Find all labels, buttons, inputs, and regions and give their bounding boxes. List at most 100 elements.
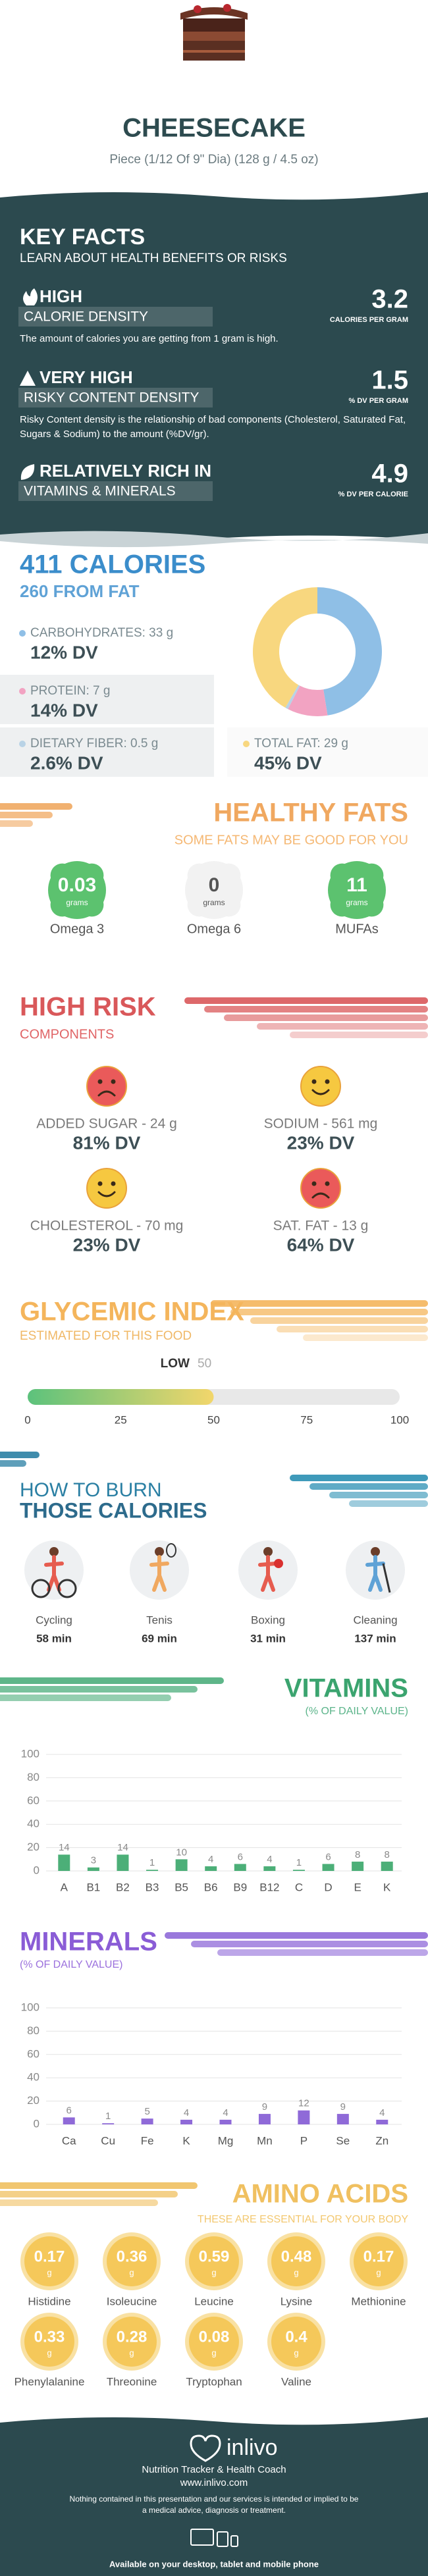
bar	[180, 2119, 193, 2124]
figure-body	[365, 1555, 385, 1592]
fat-name: Omega 6	[187, 922, 241, 936]
section-title: HEALTHY FATS	[213, 799, 408, 828]
x-tick-label: 50	[207, 1413, 220, 1426]
decor-stripe	[0, 2191, 178, 2197]
nutrient-dv: 45% DV	[254, 752, 322, 773]
cake-icon	[180, 0, 248, 64]
activity-name: Boxing	[251, 1614, 285, 1626]
face-mouth	[97, 1191, 116, 1197]
fact-level: RELATIVELY RICH IN	[40, 461, 211, 481]
amino-value: 0.17	[34, 2247, 65, 2265]
donut-slice	[285, 685, 300, 710]
fact-label: CALORIE DENSITY	[24, 309, 148, 325]
activity-time: 58 min	[36, 1632, 72, 1644]
bar	[219, 2119, 232, 2124]
fact-value: 4.9	[371, 460, 408, 488]
x-tick-label: K	[383, 1881, 391, 1893]
nutrient-dv: 14% DV	[30, 700, 98, 720]
x-tick-label: K	[182, 2134, 190, 2147]
bar	[234, 1864, 246, 1871]
leaf-icon	[20, 464, 35, 480]
fat-circle	[328, 861, 386, 919]
decor-stripe	[224, 1014, 428, 1021]
amino-value: 0.4	[285, 2328, 308, 2346]
fact-unit: CALORIES PER GRAM	[330, 316, 408, 324]
bar	[292, 1870, 305, 1871]
activity-time: 69 min	[142, 1632, 177, 1644]
section-title: KEY FACTS	[20, 224, 145, 250]
face-eye	[111, 1079, 116, 1084]
brand: inlivo	[227, 2435, 277, 2460]
decor-stripe	[309, 1483, 428, 1490]
fact-label-band	[18, 307, 213, 327]
fact-value: 3.2	[371, 285, 408, 314]
fat-unit: grams	[203, 898, 225, 907]
bar-value-label: 3	[91, 1855, 96, 1866]
nutrient-label: TOTAL FAT: 29 g	[254, 737, 348, 750]
calories-title: 411 CALORIES	[20, 550, 205, 579]
face-eye	[325, 1181, 330, 1186]
amino-circle	[107, 2317, 157, 2367]
decor-stripe	[0, 1686, 198, 1693]
fact-description: The amount of calories you are getting f…	[20, 333, 279, 344]
amino-value: 0.33	[34, 2328, 65, 2346]
risk-dv: 64% DV	[287, 1234, 355, 1255]
decor-stripe	[303, 1334, 428, 1341]
title: CHEESECAKE	[122, 114, 306, 143]
bar	[376, 2119, 388, 2124]
calories-subtitle: 260 FROM FAT	[20, 581, 140, 601]
figure-head	[371, 1547, 380, 1556]
fat-name: Omega 3	[50, 922, 104, 936]
glove	[274, 1559, 283, 1568]
decor-stripe	[0, 820, 33, 827]
amino-value: 0.59	[199, 2247, 230, 2265]
amino-circle	[189, 2317, 239, 2367]
amino-circle	[24, 2317, 74, 2367]
legend-dot	[19, 741, 26, 747]
wheel	[31, 1579, 51, 1598]
x-tick-label: 0	[24, 1413, 30, 1426]
fat-unit: grams	[346, 898, 367, 907]
bar	[205, 1866, 217, 1871]
fat-value: 11	[346, 874, 367, 896]
face-eye	[97, 1079, 103, 1084]
y-tick-label: 40	[27, 2071, 40, 2084]
decor-stripe	[0, 1677, 224, 1684]
amino-value: 0.48	[281, 2247, 312, 2265]
face-eye	[311, 1079, 317, 1084]
decor-stripe	[191, 1941, 428, 1947]
amino-name: Isoleucine	[107, 2295, 157, 2307]
bar-value-label: 12	[298, 2098, 309, 2109]
amino-unit: g	[376, 2267, 381, 2277]
decor-stripe	[184, 997, 428, 1004]
face	[300, 1066, 341, 1107]
nutrient-dv: 2.6% DV	[30, 752, 103, 773]
device-phone	[230, 2535, 238, 2547]
x-tick-label: B1	[86, 1881, 100, 1893]
risk-label: SAT. FAT - 13 g	[273, 1219, 369, 1234]
amino-circle	[107, 2236, 157, 2286]
decor-stripe	[349, 1500, 428, 1507]
wheel	[57, 1579, 77, 1598]
y-tick-label: 60	[27, 1794, 40, 1806]
x-tick-label: B12	[259, 1881, 279, 1893]
x-tick-label: 100	[390, 1413, 409, 1426]
row-band	[227, 727, 428, 777]
nutrient-dv: 12% DV	[30, 642, 98, 662]
section-subtitle: COMPONENTS	[20, 1027, 114, 1041]
donut-slice	[252, 587, 317, 708]
x-tick-label: A	[61, 1881, 68, 1893]
risk-dv: 23% DV	[287, 1132, 355, 1153]
bar	[87, 1867, 99, 1871]
x-tick-label: Cu	[101, 2134, 115, 2147]
face-eye	[325, 1079, 330, 1084]
y-tick-label: 100	[21, 1747, 40, 1760]
decor-stripe	[0, 812, 53, 818]
figure-body	[258, 1555, 278, 1592]
x-tick-label: Mg	[218, 2134, 234, 2147]
decor-stripe	[0, 2199, 158, 2206]
amino-circle	[271, 2317, 321, 2367]
warning-icon	[20, 371, 36, 386]
amino-name: Methionine	[351, 2295, 406, 2307]
